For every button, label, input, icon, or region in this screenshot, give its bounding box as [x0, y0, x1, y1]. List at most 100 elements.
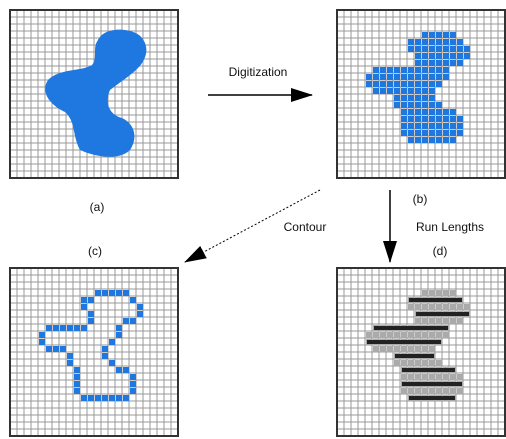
cell: [422, 304, 428, 310]
cell: [436, 360, 442, 366]
cell: [380, 81, 386, 87]
cell: [443, 332, 449, 338]
cell: [457, 374, 463, 380]
cell: [464, 46, 470, 52]
cell: [443, 290, 449, 296]
cell: [429, 109, 435, 115]
cell: [394, 81, 400, 87]
cell: [436, 332, 442, 338]
cell: [67, 360, 73, 366]
arrow-contour: [184, 189, 321, 263]
cell: [67, 325, 73, 331]
cell: [457, 60, 463, 66]
cell: [422, 46, 428, 52]
cell: [401, 374, 407, 380]
label-a: (a): [90, 200, 105, 214]
cell: [46, 346, 52, 352]
cell: [443, 67, 449, 73]
cell: [408, 137, 414, 143]
cell: [380, 346, 386, 352]
cell: [436, 318, 442, 324]
cell: [109, 360, 115, 366]
cell: [436, 137, 442, 143]
cell: [130, 381, 136, 387]
cell: [116, 290, 122, 296]
cell: [415, 304, 421, 310]
cell: [436, 74, 442, 80]
cell: [450, 318, 456, 324]
cell: [408, 130, 414, 136]
cell: [408, 74, 414, 80]
cell: [373, 346, 379, 352]
cell: [366, 332, 372, 338]
cell: [415, 60, 421, 66]
blob: [45, 29, 147, 157]
cell: [74, 374, 80, 380]
grid-border: [336, 267, 506, 437]
cell: [74, 388, 80, 394]
cell: [88, 395, 94, 401]
run-length: [395, 354, 434, 358]
cell: [401, 388, 407, 394]
cell: [394, 88, 400, 94]
cell: [457, 39, 463, 45]
cell: [422, 346, 428, 352]
cell: [394, 102, 400, 108]
cell: [429, 46, 435, 52]
cell: [387, 332, 393, 338]
cell: [422, 137, 428, 143]
cell: [394, 346, 400, 352]
cell: [95, 395, 101, 401]
cell: [457, 388, 463, 394]
cell: [464, 304, 470, 310]
cell: [436, 388, 442, 394]
cell: [415, 81, 421, 87]
cell: [408, 39, 414, 45]
label-run-lengths: Run Lengths: [416, 220, 484, 234]
cell: [450, 290, 456, 296]
cell: [408, 360, 414, 366]
cell: [408, 304, 414, 310]
cell: [436, 46, 442, 52]
cell: [457, 123, 463, 129]
cell: [457, 116, 463, 122]
cell: [436, 116, 442, 122]
cell: [422, 116, 428, 122]
cell: [387, 346, 393, 352]
cell: [436, 290, 442, 296]
cell: [450, 32, 456, 38]
cell: [429, 88, 435, 94]
cell: [429, 123, 435, 129]
cell: [415, 74, 421, 80]
cell: [102, 395, 108, 401]
cell: [429, 346, 435, 352]
cell: [415, 95, 421, 101]
cell: [443, 32, 449, 38]
cell: [429, 304, 435, 310]
run-length: [416, 312, 469, 316]
cell: [401, 109, 407, 115]
cell: [422, 60, 428, 66]
cell: [415, 88, 421, 94]
cell: [429, 360, 435, 366]
cell: [422, 81, 428, 87]
cell: [450, 46, 456, 52]
cell: [373, 332, 379, 338]
label-b: (b): [413, 192, 428, 206]
cell: [422, 290, 428, 296]
cell: [422, 67, 428, 73]
cell: [443, 109, 449, 115]
cell: [450, 39, 456, 45]
cell: [436, 102, 442, 108]
cell: [387, 88, 393, 94]
cell: [422, 102, 428, 108]
cell: [366, 81, 372, 87]
cell: [88, 311, 94, 317]
cell: [422, 39, 428, 45]
cell: [450, 374, 456, 380]
cell: [53, 325, 59, 331]
cell: [81, 297, 87, 303]
cell: [408, 332, 414, 338]
cell: [408, 109, 414, 115]
cell: [443, 374, 449, 380]
